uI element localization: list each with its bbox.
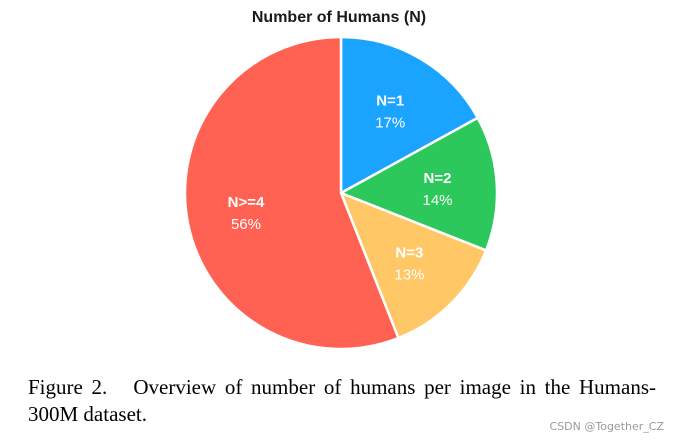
slice-value-label-2: 14% [423,192,453,209]
pie-slices [183,35,499,351]
chart-title: Number of Humans (N) [251,9,427,26]
slice-label-4: N>=4 [228,194,265,211]
slice-value-label-4: 56% [231,216,261,233]
pie-slice-3 [339,191,488,340]
watermark: CSDN @Together_CZ [549,420,664,433]
pie-slice-4 [183,35,400,351]
slice-label-2: N=2 [424,170,452,187]
pie-labels: N=1 17% N=2 14% N=3 13% N>=4 56% [228,93,453,284]
figure-caption: Figure 2. Overview of number of humans p… [28,375,656,426]
slice-label-3: N=3 [395,244,423,261]
pie-slice-2 [339,116,499,252]
slice-value-label-1: 17% [375,115,405,132]
slice-value-label-3: 13% [394,266,424,283]
slice-label-1: N=1 [376,93,404,110]
pie-slice-1 [339,35,479,195]
pie-chart: N=1 17% N=2 14% N=3 13% N>=4 56% [183,35,499,351]
